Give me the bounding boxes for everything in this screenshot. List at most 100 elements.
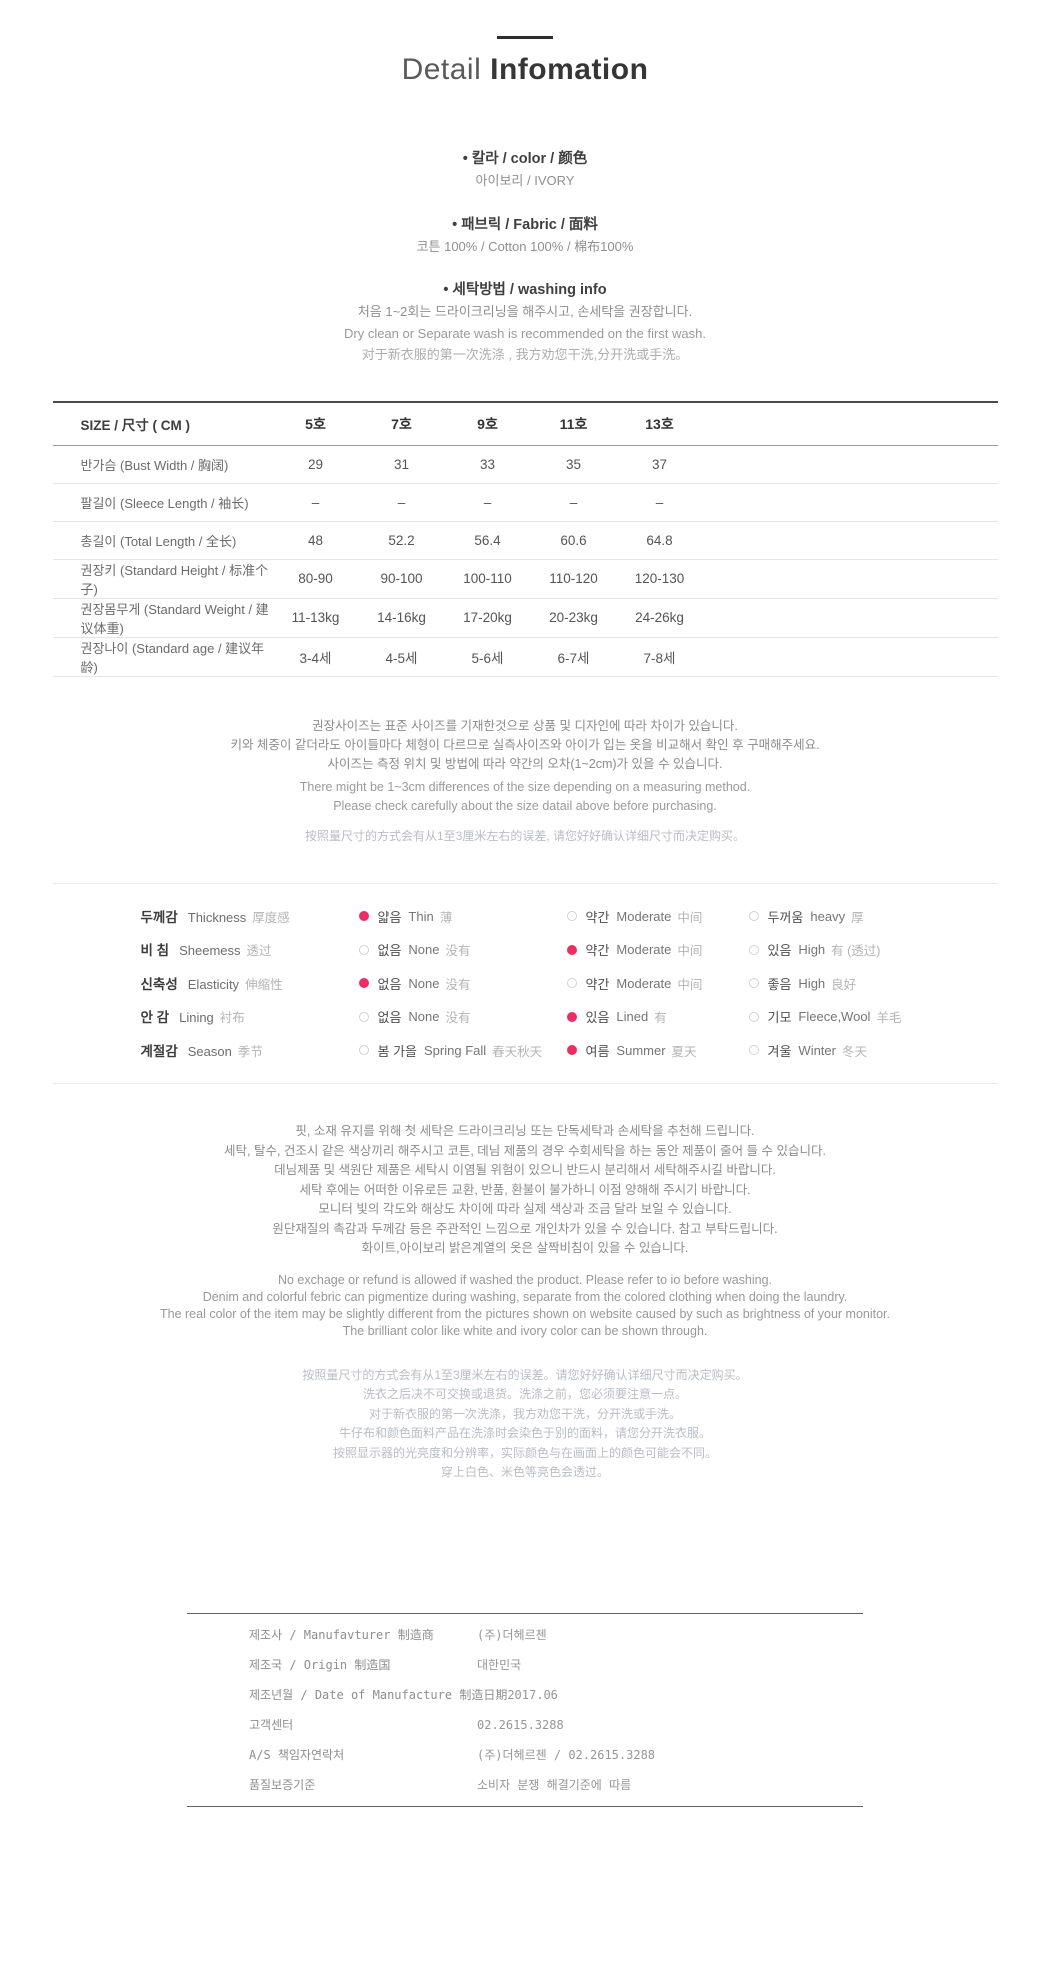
option-ko: 있음 xyxy=(767,943,792,959)
option-zh: 有 xyxy=(654,1011,667,1026)
mfr-value: (주)더헤르첸 / 02.2615.3288 xyxy=(477,1748,656,1762)
fabric-attributes-table: 두께감 Thickness 厚度感 얇음 Thin 薄 약간 Moderate 中间 두꺼움… xyxy=(52,882,998,1084)
care-note-line: 对于新衣服的第一次洗涤，我方劝您干洗，分开洗或手洗。 xyxy=(368,1406,681,1421)
cell-value: 48 xyxy=(272,521,359,560)
fabric-heading: • 패브릭 / Fabric / 面料 xyxy=(452,216,598,233)
option-ko: 얇음 xyxy=(377,909,402,925)
option-zh: 中间 xyxy=(677,944,703,959)
size-note-ko: 사이즈는 측정 위치 및 방법에 따라 약간의 오차(1~2cm)가 있을 수 … xyxy=(327,756,723,771)
section-fabric: • 패브릭 / Fabric / 面料 코튼 100% / Cotton 100… xyxy=(0,215,1050,257)
care-notes-korean: 핏, 소재 유지를 위해 첫 세탁은 드라이크리닝 또는 단독세탁과 손세탁을 … xyxy=(0,1122,1050,1259)
attr-label-ko: 두께감 xyxy=(140,909,178,925)
cell-value: 90-100 xyxy=(358,559,445,599)
cell-value: 37 xyxy=(616,445,703,484)
attr-label-zh: 伸缩性 xyxy=(245,977,283,992)
option-zh: 良好 xyxy=(831,977,857,992)
care-notes-english: No exchage or refund is allowed if washe… xyxy=(0,1272,1050,1340)
cell-value: 110-120 xyxy=(530,559,617,599)
care-note-line: 按照量尺寸的方式会有从1至3厘米左右的误差。请您好好确认详细尺寸而决定购买。 xyxy=(302,1367,748,1382)
radio-dot-icon xyxy=(748,911,759,922)
attr-row-thickness: 두께감 Thickness 厚度感 얇음 Thin 薄 약간 Moderate 中间 두꺼움… xyxy=(53,900,998,934)
option-ko: 좋음 xyxy=(767,976,792,992)
attr-label-zh: 季节 xyxy=(237,1044,263,1059)
mfr-value: 소비자 분쟁 해결기준에 따름 xyxy=(477,1778,632,1792)
care-note-line: The brilliant color like white and ivory… xyxy=(342,1323,708,1338)
mfr-label: 품질보증기준 xyxy=(249,1778,316,1792)
size-col-11: 11호 xyxy=(530,401,617,446)
mfr-label: 제조사 / Manufavturer 制造商 xyxy=(249,1628,434,1642)
option-en: Moderate xyxy=(616,975,672,991)
washing-line-en: Dry clean or Separate wash is recommende… xyxy=(343,325,706,341)
option-en: Winter xyxy=(798,1042,836,1058)
option-ko: 두꺼움 xyxy=(767,909,804,925)
attr-row-elasticity: 신축성 Elasticity 伸缩性 없음 None 没有 약간 Moderate 中间 좋… xyxy=(53,967,998,1001)
cell-value: 14-16kg xyxy=(358,598,445,638)
attr-option: 기모 Fleece,Wool 羊毛 xyxy=(748,1007,998,1026)
option-ko: 겨울 xyxy=(767,1043,792,1059)
fabric-value: 코튼 100% / Cotton 100% / 棉布100% xyxy=(416,238,634,254)
bottom-whitespace xyxy=(0,1807,1050,1957)
option-en: High xyxy=(798,975,826,991)
care-note-line: 按照显示器的光亮度和分辨率，实际颜色与在画面上的颜色可能会不同。 xyxy=(332,1445,717,1460)
size-note-zh: 按照量尺寸的方式会有从1至3厘米左右的误差, 请您好好确认详细尺寸而决定购买。 xyxy=(304,828,746,843)
attr-option: 얇음 Thin 薄 xyxy=(358,907,567,926)
cell-value: 7-8세 xyxy=(616,637,703,677)
attr-label-zh: 厚度感 xyxy=(252,910,290,925)
attr-option: 있음 High 有 (透过) xyxy=(748,940,998,959)
washing-line-ko: 처음 1~2회는 드라이크리닝을 해주시고, 손세탁을 권장합니다. xyxy=(357,304,693,319)
radio-dot-icon xyxy=(748,1011,759,1022)
mfr-value: 대한민국 xyxy=(477,1658,522,1672)
size-col-9: 9호 xyxy=(444,401,531,446)
size-note-en: There might be 1~3cm differences of the … xyxy=(299,779,751,794)
attr-option: 약간 Moderate 中间 xyxy=(566,940,749,959)
radio-dot-icon xyxy=(566,944,577,955)
page-title: Detail Infomation xyxy=(0,53,1050,87)
mfr-row-warranty: 품질보증기준 소비자 분쟁 해결기준에 따름 xyxy=(187,1770,863,1800)
option-zh: 没有 xyxy=(445,977,471,992)
option-ko: 여름 xyxy=(585,1043,610,1059)
mfr-value: (주)더헤르첸 xyxy=(477,1628,547,1642)
cell-value: 5-6세 xyxy=(444,637,531,677)
row-label: 팔길이 (Sleece Length / 袖长) xyxy=(52,483,273,522)
section-color: • 칼라 / color / 颜色 아이보리 / IVORY xyxy=(0,149,1050,191)
option-ko: 약간 xyxy=(585,976,610,992)
cell-value: 6-7세 xyxy=(530,637,617,677)
cell-value: – xyxy=(530,483,617,522)
color-heading: • 칼라 / color / 颜色 xyxy=(462,151,588,167)
table-row-sleeve-length: 팔길이 (Sleece Length / 袖长) – – – – – xyxy=(52,483,998,522)
option-zh: 没有 xyxy=(445,944,471,959)
mfr-value: 02.2615.3288 xyxy=(477,1717,564,1732)
attr-label-ko: 비 침 xyxy=(140,943,170,959)
attr-row-sheerness: 비 침 Sheemess 透过 없음 None 没有 약간 Moderate 中间 있음 Hi… xyxy=(53,933,998,967)
cell-value: 24-26kg xyxy=(616,598,703,638)
radio-dot-icon xyxy=(358,978,369,989)
option-ko: 기모 xyxy=(767,1010,792,1026)
page-title-bold: Infomation xyxy=(490,53,649,86)
attr-label-ko: 계절감 xyxy=(140,1043,178,1059)
option-en: Thin xyxy=(408,908,434,924)
attr-option: 약간 Moderate 中间 xyxy=(566,907,749,926)
option-zh: 薄 xyxy=(439,910,453,925)
option-zh: 没有 xyxy=(445,1011,471,1026)
option-zh: 中间 xyxy=(677,977,703,992)
row-label: 권장몸무게 (Standard Weight / 建议体重) xyxy=(52,598,273,638)
size-notes: 권장사이즈는 표준 사이즈를 기재한것으로 상품 및 디자인에 따라 차이가 있… xyxy=(0,717,1050,845)
size-note-ko: 권장사이즈는 표준 사이즈를 기재한것으로 상품 및 디자인에 따라 차이가 있… xyxy=(312,718,738,733)
product-info-block: • 칼라 / color / 颜色 아이보리 / IVORY • 패브릭 / F… xyxy=(0,149,1050,365)
attr-row-season: 계절감 Season 季节 봄 가을 Spring Fall 春天秋天 여름 Summer… xyxy=(53,1034,998,1068)
attr-label-en: Sheemess xyxy=(179,943,241,959)
option-en: None xyxy=(408,942,440,958)
option-en: Fleece,Wool xyxy=(798,1009,871,1025)
cell-value: – xyxy=(358,483,445,522)
row-label: 권장나이 (Standard age / 建议年龄) xyxy=(52,637,273,677)
option-ko: 없음 xyxy=(377,1010,402,1026)
radio-dot-icon xyxy=(358,1045,369,1056)
option-en: High xyxy=(798,942,826,958)
size-col-5: 5호 xyxy=(272,401,359,446)
mfr-row-customer-center: 고객센터 02.2615.3288 xyxy=(187,1710,863,1740)
color-value: 아이보리 / IVORY xyxy=(475,173,575,188)
cell-value: – xyxy=(272,483,359,522)
attr-label: 신축성 Elasticity 伸缩性 xyxy=(53,973,359,994)
table-row-standard-age: 권장나이 (Standard age / 建议年龄) 3-4세 4-5세 5-6… xyxy=(52,637,998,677)
cell-value: 52.2 xyxy=(358,521,445,560)
